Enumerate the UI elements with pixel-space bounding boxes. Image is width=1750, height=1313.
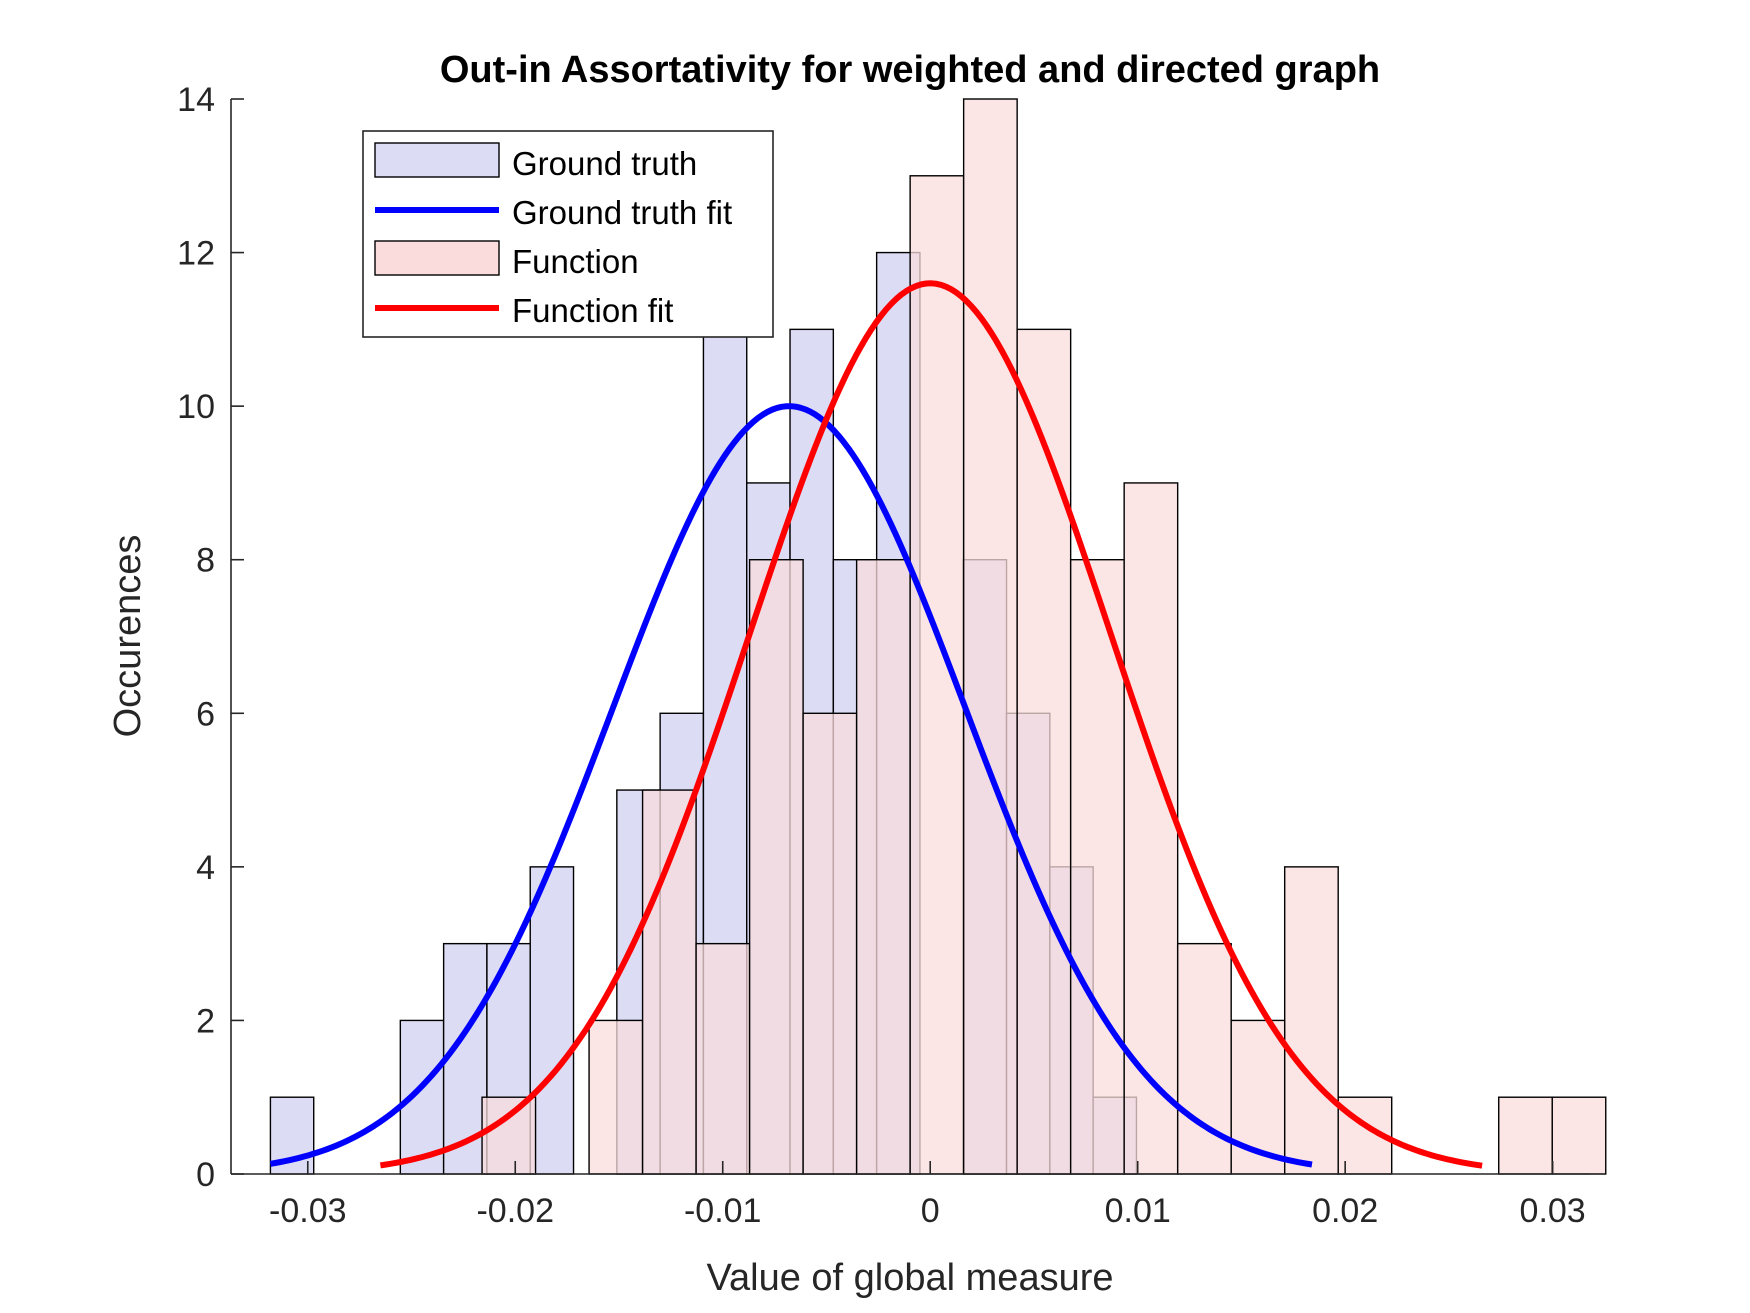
- function-bar-2: [588, 1019, 644, 1175]
- function-bar-20: [1551, 1096, 1607, 1175]
- function-bar-0: [481, 1096, 537, 1175]
- y-tick-label-6: 12: [177, 235, 215, 273]
- legend: Ground truth Ground truth fit Function F…: [362, 130, 774, 338]
- legend-label-function: Function: [512, 243, 639, 280]
- x-tick-label-6: 0.03: [1520, 1192, 1586, 1230]
- y-axis-label: Occurences: [107, 535, 149, 738]
- ground-truth-bar-6: [529, 866, 575, 1175]
- legend-swatch-function: [374, 240, 500, 276]
- x-tick-label-4: 0.01: [1105, 1192, 1171, 1230]
- function-bar-15: [1283, 866, 1339, 1175]
- axes: [230, 99, 1590, 1175]
- x-tick-label-0: -0.03: [269, 1192, 347, 1230]
- legend-label-ground-truth-fit: Ground truth fit: [512, 194, 732, 231]
- function-bar-9: [962, 98, 1018, 1175]
- y-tick-label-1: 2: [196, 1002, 215, 1040]
- y-tick-label-0: 0: [196, 1156, 215, 1194]
- function-bar-11: [1069, 559, 1125, 1175]
- y-tick-label-5: 10: [177, 388, 215, 426]
- chart-title: Out-in Assortativity for weighted and di…: [440, 49, 1380, 91]
- y-tick-label-2: 4: [196, 849, 215, 887]
- y-axis-ticks: 0 2 4 6 8 10 12 14: [177, 81, 244, 1194]
- function-bar-10: [1016, 328, 1072, 1175]
- y-tick-label-4: 8: [196, 542, 215, 580]
- x-tick-label-2: -0.01: [684, 1192, 762, 1230]
- x-tick-label-3: 0: [921, 1192, 940, 1230]
- legend-swatch-ground-truth: [374, 142, 500, 178]
- function-bar-19: [1498, 1096, 1553, 1175]
- function-bar-3: [641, 789, 697, 1175]
- function-bar-7: [855, 559, 911, 1175]
- ground-truth-fit-line: [269, 403, 1313, 1168]
- fit-curves: [269, 280, 1483, 1169]
- function-bars: [481, 98, 1607, 1175]
- y-tick-label-7: 14: [177, 81, 215, 119]
- function-bar-5: [748, 559, 804, 1175]
- legend-label-function-fit: Function fit: [512, 292, 673, 329]
- function-bar-6: [802, 712, 858, 1175]
- function-bar-12: [1123, 482, 1179, 1175]
- x-tick-label-1: -0.02: [476, 1192, 554, 1230]
- x-axis-ticks: -0.03 -0.02 -0.01 0 0.01 0.02 0.03: [269, 1161, 1586, 1230]
- x-axis-label: Value of global measure: [707, 1257, 1114, 1299]
- x-tick-label-5: 0.02: [1312, 1192, 1378, 1230]
- function-bar-4: [695, 942, 751, 1175]
- function-fit-line: [379, 280, 1483, 1169]
- y-tick-label-3: 6: [196, 695, 215, 733]
- legend-label-ground-truth: Ground truth: [512, 145, 697, 182]
